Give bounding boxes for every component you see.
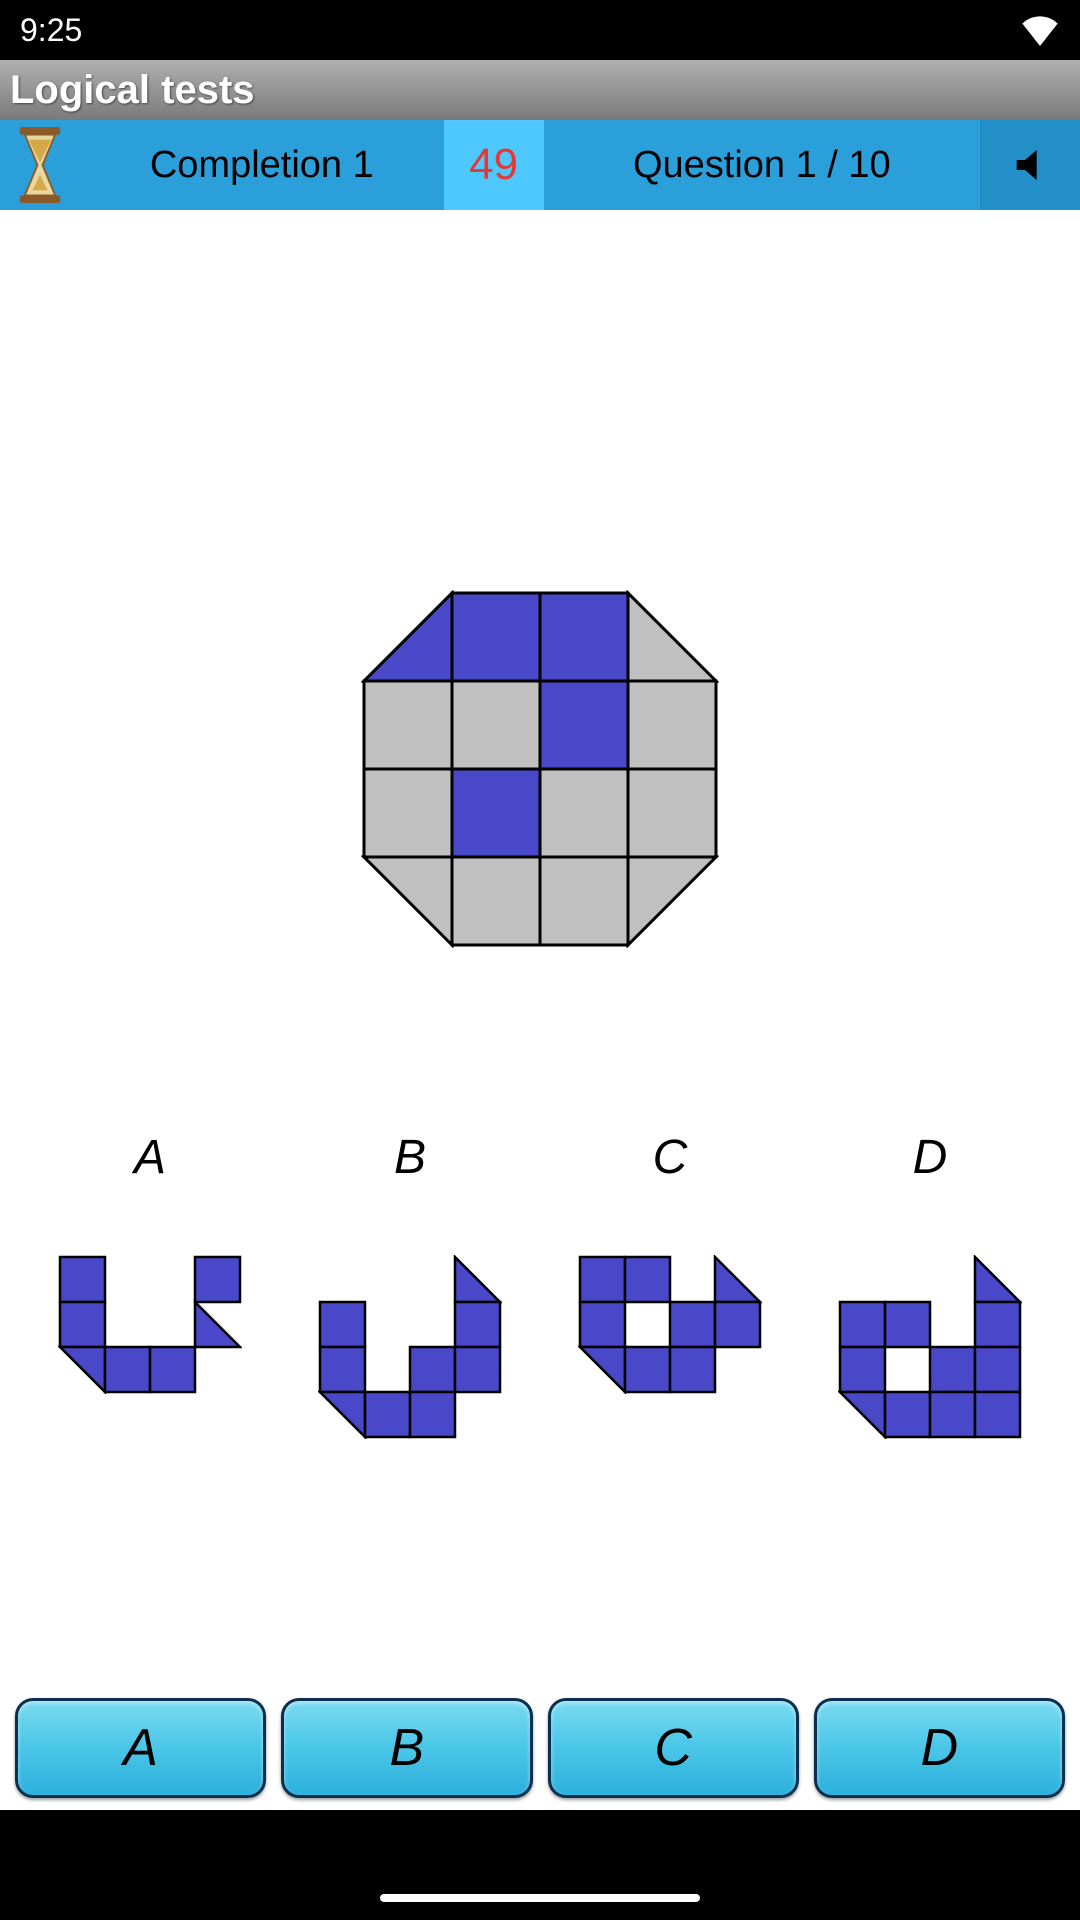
status-bar: 9:25 xyxy=(0,0,1080,60)
option-d: D xyxy=(805,1130,1055,1439)
completion-label: Completion 1 xyxy=(80,120,444,210)
home-indicator[interactable] xyxy=(380,1894,700,1902)
app-title-bar: Logical tests xyxy=(0,60,1080,120)
option-a: A xyxy=(25,1130,275,1439)
option-figure xyxy=(318,1255,502,1439)
options-row: A B C D xyxy=(0,1130,1080,1439)
option-figure xyxy=(58,1255,242,1394)
option-label: C xyxy=(653,1130,688,1185)
puzzle-figure xyxy=(361,590,719,948)
content-area: ABCD ABCD xyxy=(0,210,1080,1810)
status-time: 9:25 xyxy=(20,12,82,49)
option-label: D xyxy=(913,1130,948,1185)
option-label: B xyxy=(394,1130,426,1185)
timer-value: 49 xyxy=(444,120,544,210)
answer-button-c[interactable]: C xyxy=(548,1698,799,1798)
sound-toggle[interactable] xyxy=(980,120,1080,210)
option-c: C xyxy=(545,1130,795,1439)
option-figure xyxy=(578,1255,762,1394)
info-bar: Completion 1 49 Question 1 / 10 xyxy=(0,120,1080,210)
answer-button-d[interactable]: D xyxy=(814,1698,1065,1798)
app-title: Logical tests xyxy=(10,68,255,113)
question-counter: Question 1 / 10 xyxy=(544,120,980,210)
wifi-icon xyxy=(1020,14,1060,46)
option-figure xyxy=(838,1255,1022,1439)
nav-bar xyxy=(0,1810,1080,1920)
option-b: B xyxy=(285,1130,535,1439)
answer-button-a[interactable]: A xyxy=(15,1698,266,1798)
hourglass-icon xyxy=(0,120,80,210)
option-label: A xyxy=(134,1130,166,1185)
answer-button-b[interactable]: B xyxy=(281,1698,532,1798)
speaker-icon xyxy=(1010,145,1050,185)
answer-buttons-row: ABCD xyxy=(0,1698,1080,1798)
